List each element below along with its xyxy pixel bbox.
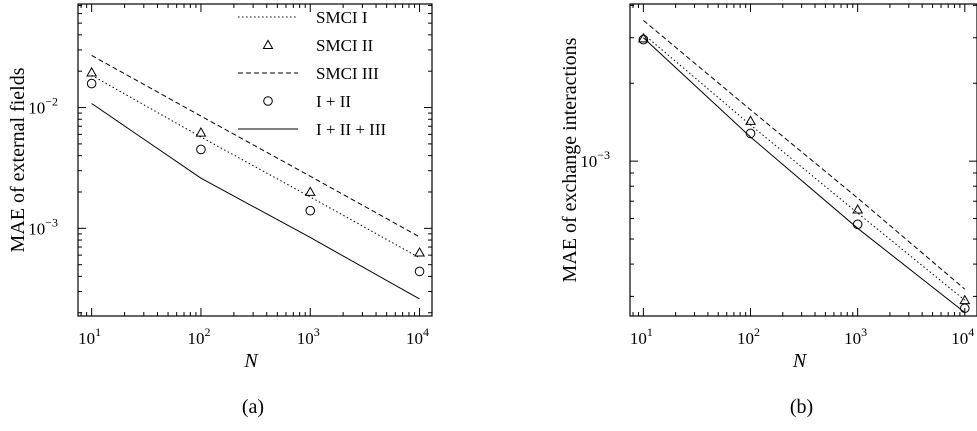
series-line-solid	[643, 37, 966, 313]
legend-marker-circle	[263, 96, 273, 106]
x-tick-label: 104	[951, 325, 974, 348]
panel-a: 101 102 103 104 10−3 10−2 N MAE of external fie…	[7, 3, 433, 418]
legend-marker-triangle	[262, 39, 274, 49]
marker-triangle	[414, 246, 426, 257]
marker-circle	[86, 78, 97, 89]
marker-triangle	[195, 127, 207, 137]
x-tick-label: 102	[737, 325, 760, 348]
x-tick-label: 103	[844, 325, 867, 348]
y-tick-label: 10−3	[28, 215, 58, 238]
y-axis-label: MAE of exchange interactions	[559, 37, 581, 282]
plot-frame	[629, 3, 977, 317]
marker-triangle	[852, 203, 864, 214]
series-line-dashed	[643, 20, 966, 290]
y-tick-label: 10−3	[580, 148, 610, 171]
x-tick-label: 102	[187, 325, 210, 348]
y-tick-label: 10−2	[28, 95, 58, 118]
legend-label: SMCI III	[316, 64, 379, 83]
marker-circle	[414, 266, 425, 277]
panel-label: (a)	[242, 396, 264, 418]
marker-circle	[959, 303, 970, 314]
series-line-solid	[91, 103, 420, 300]
x-tick-label: 103	[297, 325, 320, 348]
marker-triangle	[637, 32, 649, 43]
marker-triangle	[745, 115, 756, 125]
marker-circle	[638, 34, 649, 45]
y-axis-label: MAE of external fields	[7, 67, 29, 252]
marker-triangle	[86, 66, 98, 77]
series-line-dashed	[91, 55, 420, 238]
x-axis-label: N	[243, 350, 259, 372]
legend-label: I + II + III	[316, 120, 386, 139]
series-line-dotted	[91, 74, 420, 259]
x-tick-label: 104	[406, 325, 429, 348]
x-tick-label: 101	[78, 325, 101, 348]
panel-label: (b)	[790, 396, 813, 418]
marker-circle	[852, 219, 863, 230]
legend-label: SMCI II	[316, 36, 373, 55]
legend: SMCI I SMCI II SMCI III I + II I + II + III	[238, 8, 386, 139]
panel-b: 101 102 103 104 10−3 N MAE of exchange interac…	[559, 3, 977, 418]
legend-label: I + II	[316, 92, 351, 111]
marker-circle	[305, 205, 316, 216]
x-tick-label: 101	[630, 325, 653, 348]
legend-label: SMCI I	[316, 8, 368, 27]
series-line-dotted	[643, 33, 966, 301]
x-axis-label: N	[792, 350, 808, 372]
marker-triangle	[304, 186, 316, 196]
marker-circle	[196, 144, 206, 155]
plot-frame	[77, 3, 433, 317]
